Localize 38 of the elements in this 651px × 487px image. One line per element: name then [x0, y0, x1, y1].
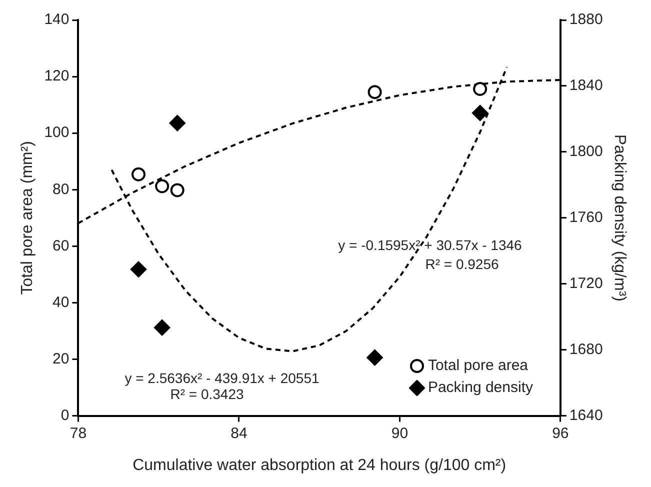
- x-axis-title: Cumulative water absorption at 24 hours (g/100 cm²): [132, 456, 506, 474]
- x-tick-label: 96: [552, 424, 569, 442]
- y-tick-label: 140: [44, 11, 70, 28]
- y2-tick-label: 1840: [569, 77, 603, 94]
- legend-label: Packing density: [428, 378, 533, 398]
- x-tick-label: 78: [70, 424, 87, 442]
- point: [130, 261, 147, 278]
- y-tick-label: 0: [60, 406, 70, 424]
- y2-tick-label: 1680: [569, 340, 603, 358]
- annotation: R² = 0.9256: [425, 256, 499, 272]
- x-tick-label: 90: [391, 424, 408, 442]
- point: [155, 179, 170, 194]
- x-tick-label: 84: [230, 424, 248, 442]
- y-axis-title: Total pore area (mm²): [19, 140, 36, 295]
- point: [170, 183, 184, 198]
- annotation: y = -0.1595x² + 30.57x - 1346: [338, 236, 522, 253]
- legend-label: Total pore area: [428, 356, 528, 376]
- annotation: y = 2.5636x² - 439.91x + 20551: [124, 370, 320, 386]
- y2-tick-label: 1720: [569, 275, 603, 292]
- y-tick-label: 100: [44, 124, 70, 142]
- point: [154, 320, 170, 336]
- point: [169, 115, 186, 132]
- y-tick-label: 40: [52, 294, 70, 311]
- point: [472, 105, 488, 122]
- y2-tick-label: 1760: [569, 209, 603, 226]
- point: [368, 85, 382, 100]
- y2-axis-title: Packing density (kg/m³): [610, 134, 628, 302]
- y2-tick-label: 1880: [569, 11, 603, 28]
- point: [366, 350, 383, 366]
- y2-tick-label: 1640: [569, 406, 603, 424]
- y-tick-label: 80: [52, 180, 70, 198]
- point: [473, 82, 488, 96]
- y-tick-label: 60: [52, 237, 70, 254]
- y-tick-label: 20: [52, 350, 70, 368]
- y2-tick-label: 1800: [569, 143, 603, 160]
- y-tick-label: 120: [44, 68, 70, 85]
- annotation: R² = 0.3423: [170, 386, 244, 402]
- point: [132, 167, 146, 182]
